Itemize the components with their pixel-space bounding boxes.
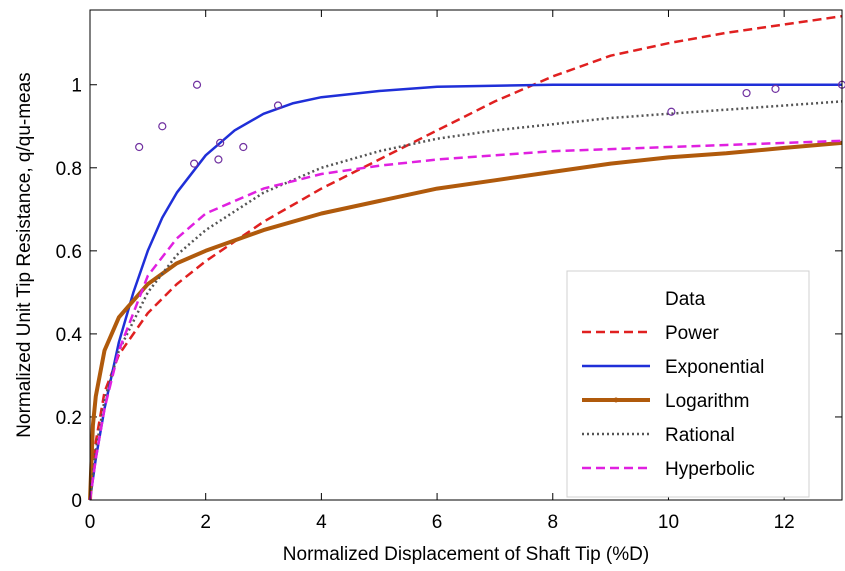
x-tick-label: 8 xyxy=(547,512,558,533)
y-tick-label: 0 xyxy=(71,491,82,512)
legend: Data Power Exponential Logarithm Rational Hyp… xyxy=(566,270,810,498)
x-tick-label: 2 xyxy=(200,512,211,533)
x-tick-label: 0 xyxy=(85,512,96,533)
legend-label-power: Power xyxy=(665,323,720,344)
series-line-rational xyxy=(88,100,843,501)
data-point xyxy=(192,80,202,89)
series-line-power xyxy=(88,14,843,501)
x-tick-label: 10 xyxy=(658,512,679,533)
legend-box xyxy=(566,270,810,498)
y-tick-label: 0.6 xyxy=(56,242,82,263)
legend-label-rational: Rational xyxy=(665,425,735,446)
y-tick-label: 0.2 xyxy=(56,408,82,429)
data-point xyxy=(771,84,780,93)
data-point xyxy=(667,107,676,116)
data-point xyxy=(214,155,223,164)
data-point xyxy=(216,138,225,147)
legend-label-data: Data xyxy=(665,289,706,310)
y-tick-label: 0.8 xyxy=(56,159,82,180)
x-tick-label: 4 xyxy=(316,512,327,533)
y-tick-label: 1 xyxy=(71,76,82,97)
series-line-logarithm xyxy=(88,140,843,501)
data-point xyxy=(239,142,248,152)
legend-label-hyperbolic: Hyperbolic xyxy=(665,459,755,480)
data-point xyxy=(742,88,751,98)
plot-frame xyxy=(89,9,843,501)
series-line-exponential xyxy=(88,83,842,501)
series-line-hyperbolic xyxy=(88,139,843,501)
legend-label-logarithm: Logarithm xyxy=(665,391,750,412)
data-point xyxy=(135,142,144,152)
x-axis-title: Normalized Displacement of Shaft Tip (%D… xyxy=(283,544,649,565)
data-point xyxy=(158,122,167,131)
legend-swatch-marker xyxy=(613,397,619,403)
data-point xyxy=(273,101,283,110)
x-tick-label: 6 xyxy=(432,512,443,533)
legend-label-exponential: Exponential xyxy=(665,357,764,378)
y-tick-label: 0.4 xyxy=(56,325,83,346)
y-axis-title: Normalized Unit Tip Resistance, q/qu-mea… xyxy=(14,72,35,437)
x-tick-label: 12 xyxy=(774,512,795,533)
data-point xyxy=(190,159,199,168)
